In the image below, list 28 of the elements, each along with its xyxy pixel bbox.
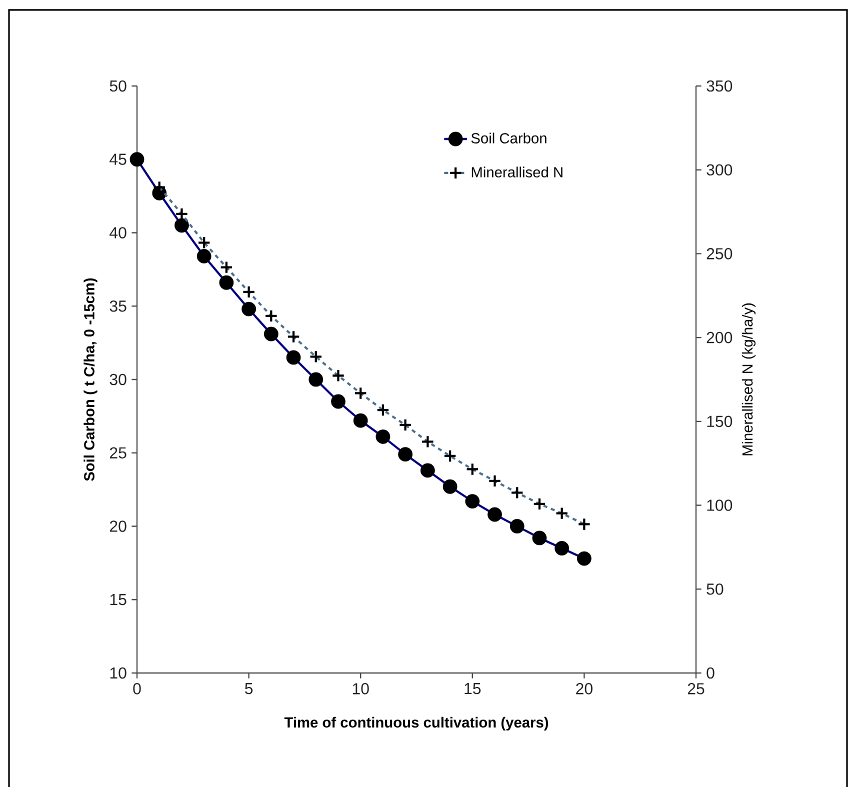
y-tick-label: 40: [110, 227, 126, 238]
y-tick-label: 20: [110, 520, 126, 532]
y2-tick-label: 50: [706, 583, 724, 595]
y2-tick-label: 350: [706, 80, 732, 92]
y-tick-label: 35: [110, 300, 126, 312]
y-tick-label: 45: [110, 154, 126, 165]
y2-tick-label: 300: [706, 164, 732, 176]
y2-axis-title: Minerallised N (kg/ha/y): [742, 303, 756, 456]
legend-label: Minerallised N: [472, 166, 562, 178]
y-axis-title: Soil Carbon ( t C/ha, 0 -15cm): [84, 278, 98, 481]
y-tick-label: 50: [110, 80, 126, 92]
x-tick-label: 0: [133, 683, 141, 694]
y2-tick-label: 150: [707, 416, 732, 428]
y2-tick-label: 200: [706, 332, 732, 344]
y-tick-label: 30: [110, 374, 126, 386]
legend-label: Soil Carbon: [471, 132, 546, 144]
y2-tick-label: 100: [707, 500, 732, 511]
y2-tick-label: 250: [706, 248, 732, 260]
x-tick-label: 10: [352, 683, 369, 694]
x-tick-label: 15: [464, 683, 481, 694]
y-tick-label: 25: [110, 447, 126, 459]
y2-tick-label: 0: [706, 667, 714, 679]
x-tick-label: 25: [688, 683, 704, 694]
x-tick-label: 5: [245, 683, 253, 694]
x-axis-title: Time of continuous cultivation (years): [284, 716, 548, 731]
y-tick-label: 15: [110, 594, 126, 606]
y-tick-label: 10: [110, 667, 126, 679]
x-tick-label: 20: [576, 683, 592, 694]
